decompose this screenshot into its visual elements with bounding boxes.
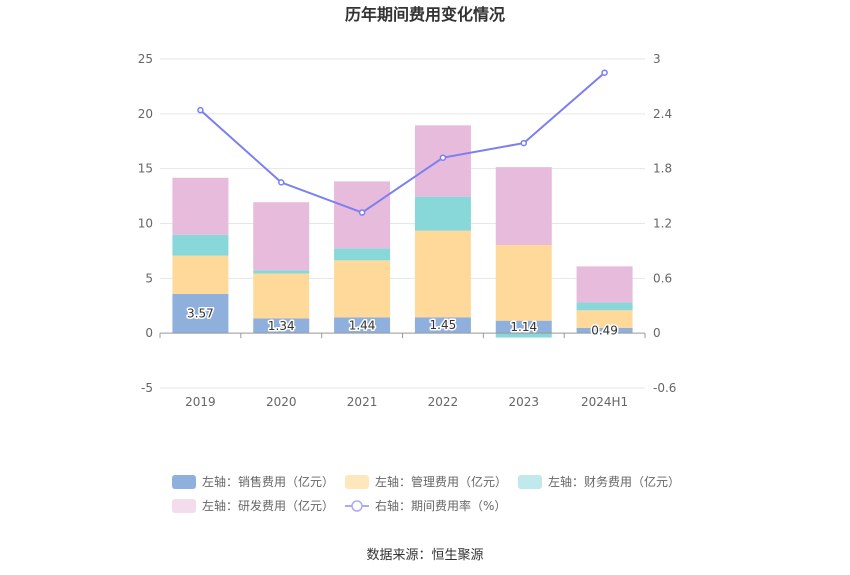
bar-segment[interactable]	[172, 294, 229, 334]
bar-segment[interactable]	[253, 270, 310, 274]
right-tick-label: 1.8	[653, 162, 672, 176]
legend-item[interactable]: 右轴：期间费用率（%）	[345, 498, 506, 513]
bar-segment[interactable]	[334, 248, 391, 261]
bar-series	[172, 125, 633, 338]
bar-segment[interactable]	[172, 234, 229, 256]
left-tick-label: 0	[145, 326, 153, 340]
legend-label: 左轴：销售费用（亿元）	[202, 474, 334, 489]
left-tick-label: 5	[145, 271, 153, 285]
bar-segment[interactable]	[253, 273, 310, 319]
rate-point[interactable]	[439, 154, 447, 161]
rate-point[interactable]	[358, 209, 366, 216]
legend-swatch	[172, 499, 196, 513]
x-tick-label: 2020	[266, 395, 297, 409]
x-tick-label: 2019	[185, 395, 216, 409]
legend[interactable]: 左轴：销售费用（亿元） 左轴：管理费用（亿元） 左轴：财务费用（亿元） 左轴：研发费用…	[172, 474, 680, 513]
legend-item[interactable]: 左轴：管理费用（亿元）	[345, 474, 507, 489]
left-tick-label: -5	[141, 381, 153, 395]
legend-swatch	[345, 475, 369, 489]
legend-label: 左轴：研发费用（亿元）	[202, 498, 334, 513]
legend-item[interactable]: 左轴：财务费用（亿元）	[518, 474, 680, 489]
data-source: 数据来源：恒生聚源	[366, 548, 483, 563]
right-tick-label: 0.6	[653, 271, 672, 285]
chart-title: 历年期间费用变化情况	[345, 5, 505, 24]
rate-line-series	[197, 69, 608, 216]
bar-segment[interactable]	[172, 255, 229, 295]
bar-segment[interactable]	[495, 320, 552, 334]
bar-segment[interactable]	[253, 202, 310, 271]
legend-swatch	[518, 475, 542, 489]
gridlines	[160, 58, 645, 389]
legend-label: 左轴：管理费用（亿元）	[375, 474, 507, 489]
x-tick-label: 2021	[347, 395, 378, 409]
left-tick-label: 10	[138, 217, 153, 231]
bar-segment[interactable]	[414, 317, 471, 334]
data-label: 1.45	[430, 318, 457, 332]
legend-swatch	[172, 475, 196, 489]
bar-segment[interactable]	[253, 318, 310, 334]
bar-segment[interactable]	[495, 167, 552, 245]
x-tick-label: 2022	[428, 395, 459, 409]
right-tick-label: 1.2	[653, 217, 672, 231]
legend-label: 右轴：期间费用率（%）	[375, 498, 506, 513]
bar-segment[interactable]	[172, 177, 229, 235]
right-axis: -0.6 0 0.6 1.2 1.8 2.4 3	[653, 52, 676, 395]
left-tick-label: 20	[138, 107, 153, 121]
data-label: 3.57	[187, 307, 214, 321]
bar-segment[interactable]	[495, 333, 552, 338]
bar-segment[interactable]	[414, 196, 471, 231]
data-label: 0.49	[591, 323, 618, 337]
right-tick-label: -0.6	[653, 381, 676, 395]
data-label: 1.14	[510, 320, 537, 334]
legend-item[interactable]: 左轴：销售费用（亿元）	[172, 474, 334, 489]
left-tick-label: 15	[138, 162, 153, 176]
data-label: 1.34	[268, 319, 295, 333]
right-tick-label: 3	[653, 52, 661, 66]
x-tick-label: 2023	[508, 395, 539, 409]
bar-segment[interactable]	[576, 302, 633, 311]
rate-point[interactable]	[278, 179, 285, 186]
rate-point[interactable]	[197, 106, 204, 114]
legend-item[interactable]: 左轴：研发费用（亿元）	[172, 498, 334, 513]
rate-line	[199, 71, 606, 214]
bar-segment[interactable]	[495, 244, 552, 321]
right-tick-label: 2.4	[653, 107, 672, 121]
right-tick-label: 0	[653, 326, 661, 340]
bar-segment[interactable]	[334, 317, 391, 334]
left-tick-label: 25	[138, 52, 153, 66]
x-tick-label: 2024H1	[581, 395, 628, 409]
bar-segment[interactable]	[576, 310, 633, 328]
data-label: 1.44	[349, 318, 376, 332]
legend-marker	[351, 500, 363, 512]
data-labels: 3.57 1.34 1.44 1.45 1.14 0.49	[186, 305, 620, 339]
x-axis: 2019 2020 2021 2022 2023 2024H1	[159, 333, 646, 409]
bar-segment[interactable]	[576, 327, 633, 334]
bar-segment[interactable]	[414, 230, 471, 318]
bar-segment[interactable]	[334, 260, 391, 318]
rate-point[interactable]	[601, 69, 608, 76]
bar-segment[interactable]	[414, 125, 471, 197]
legend-label: 左轴：财务费用（亿元）	[548, 474, 680, 489]
rate-point[interactable]	[520, 139, 527, 147]
bar-segment[interactable]	[576, 266, 633, 303]
left-axis: -5 0 5 10 15 20 25	[138, 52, 153, 395]
